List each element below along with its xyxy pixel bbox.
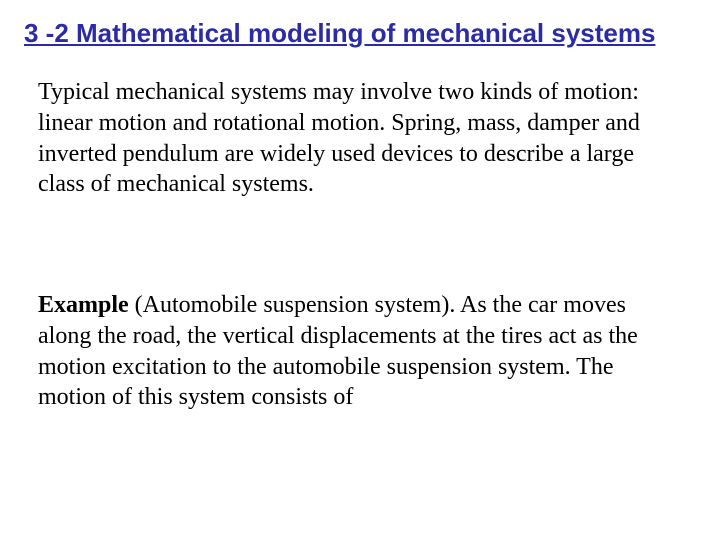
slide-container: 3 -2 Mathematical modeling of mechanical… [0,0,720,540]
example-body: (Automobile suspension system). As the c… [38,292,638,410]
intro-paragraph: Typical mechanical systems may involve t… [38,77,680,200]
example-paragraph: Example (Automobile suspension system). … [38,290,680,413]
slide-title: 3 -2 Mathematical modeling of mechanical… [20,18,690,49]
spacer [20,200,690,290]
example-label: Example [38,292,129,318]
